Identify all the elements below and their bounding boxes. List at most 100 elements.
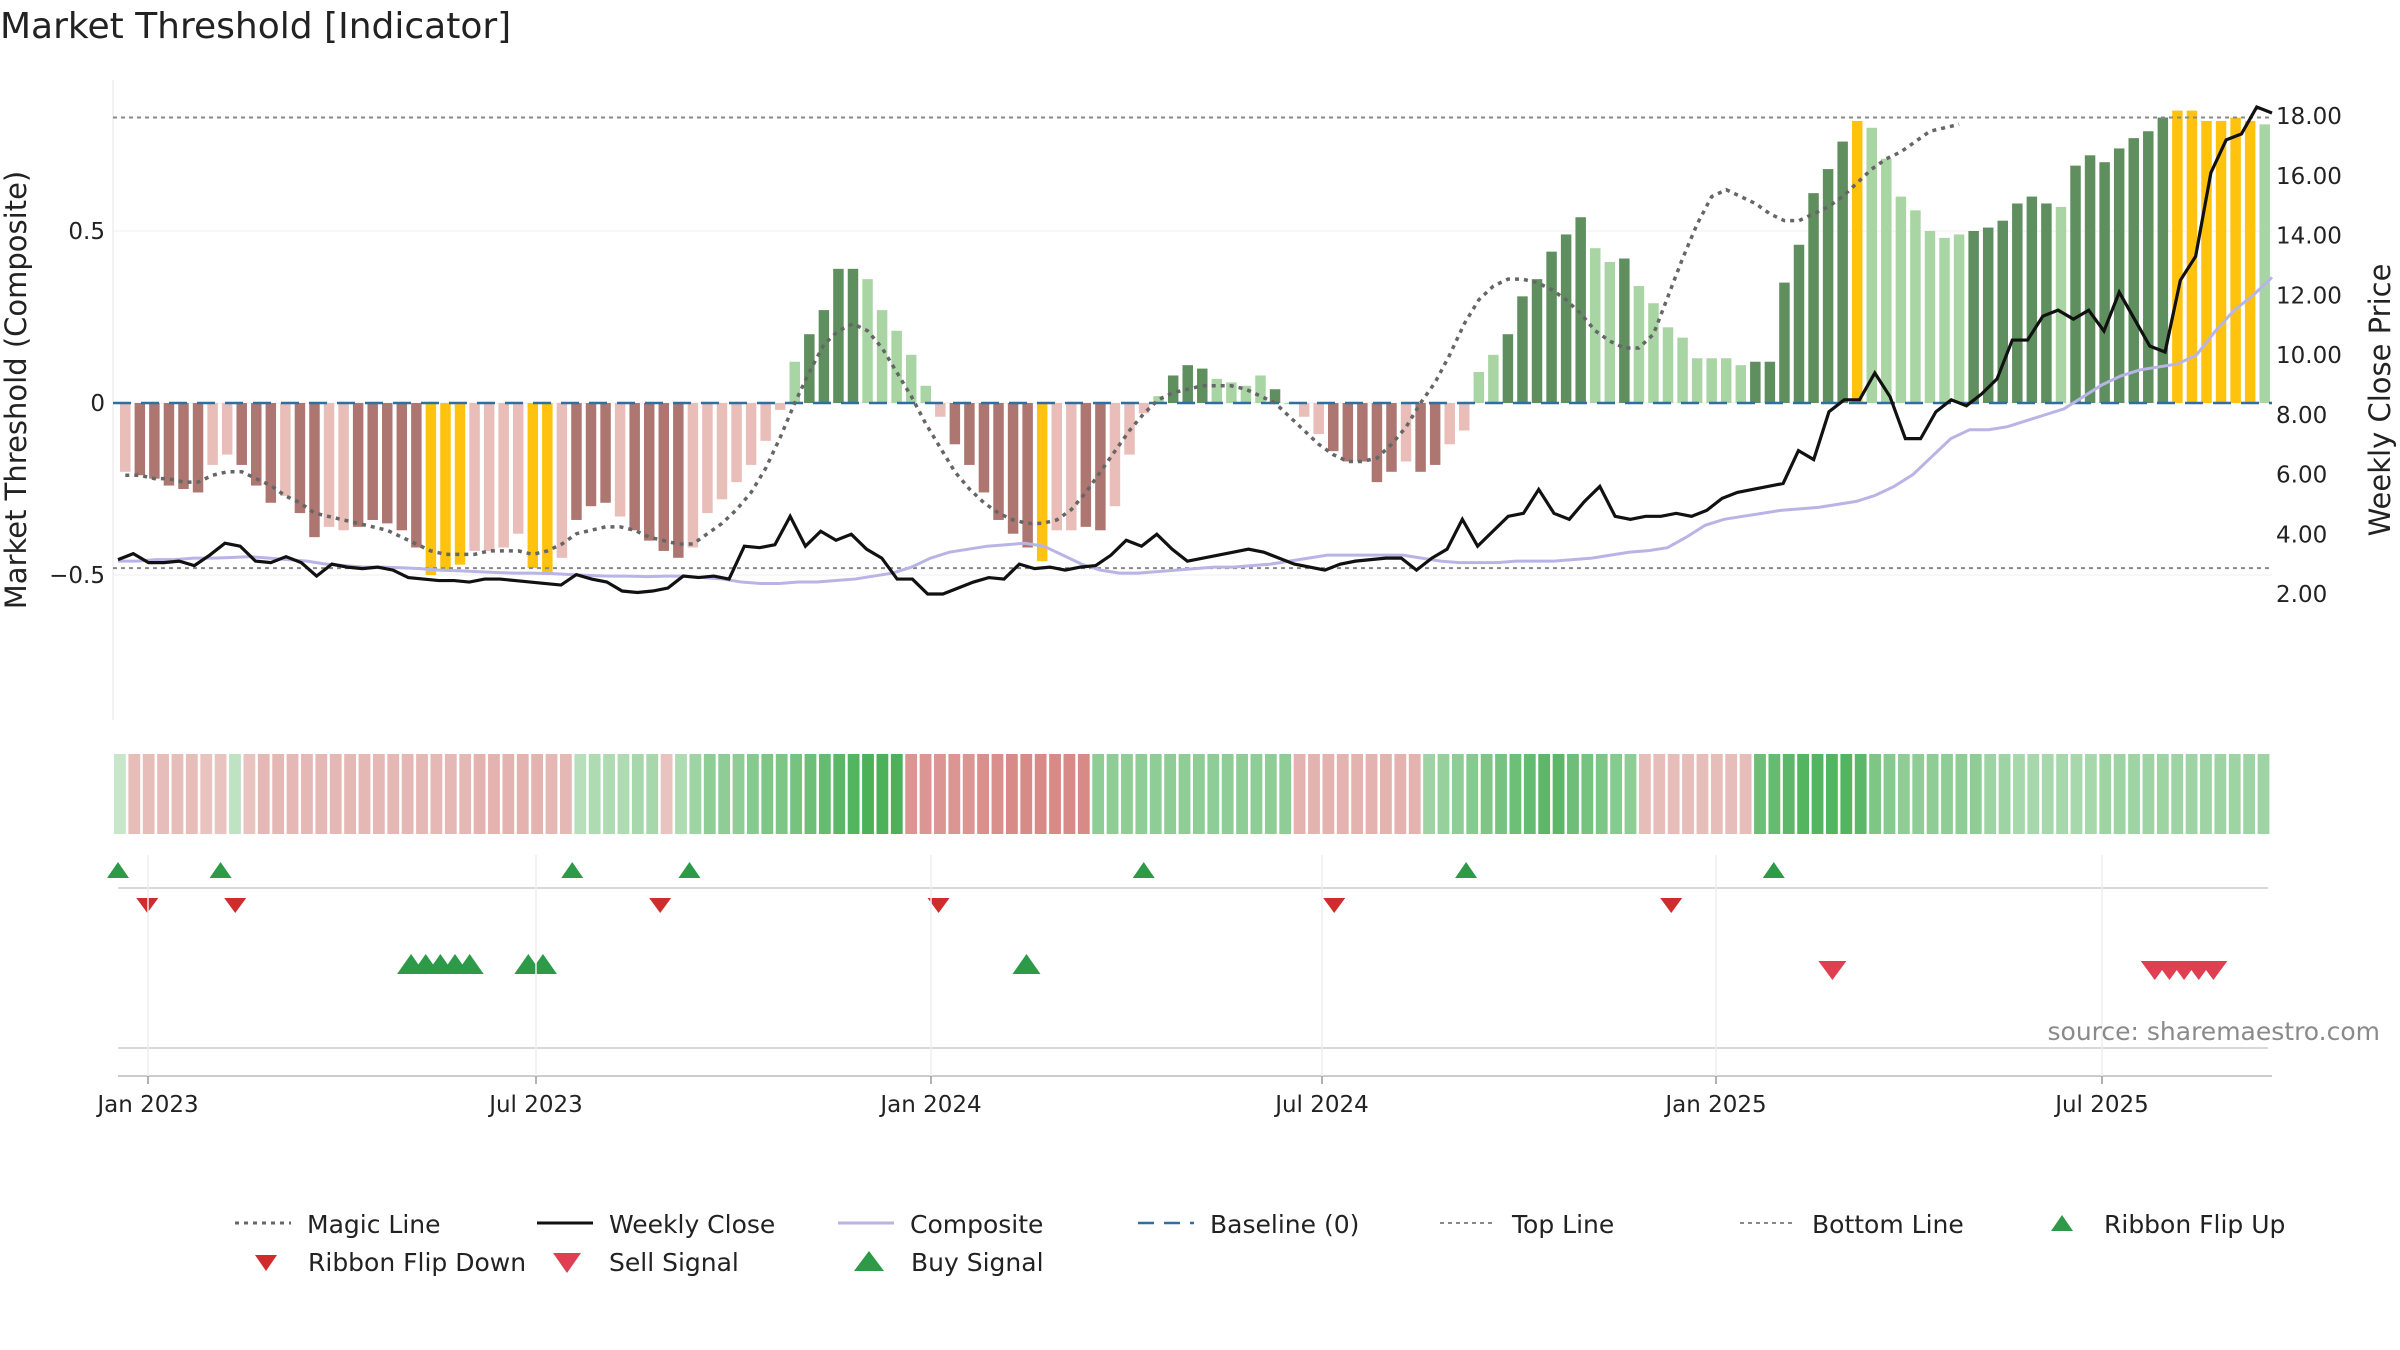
ribbon-flip-up-marker	[561, 862, 584, 878]
composite-bar	[338, 403, 349, 531]
ribbon-cell	[1193, 754, 1205, 834]
composite-bar	[2201, 120, 2212, 404]
ribbon-cell	[1308, 754, 1320, 834]
composite-bar	[2041, 203, 2052, 403]
right-tick-label: 8.00	[2276, 403, 2327, 429]
composite-bar	[658, 403, 670, 551]
ribbon-cell	[718, 754, 731, 834]
ribbon-cell	[1998, 754, 2011, 834]
composite-bar	[294, 403, 306, 514]
composite-bar	[2070, 165, 2081, 403]
ribbon-cell	[559, 754, 572, 834]
composite-bar	[1080, 403, 1092, 527]
composite-bar	[949, 403, 961, 445]
legend-label: Baseline (0)	[1210, 1210, 1359, 1239]
composite-bar	[236, 403, 247, 465]
composite-bar	[978, 403, 990, 493]
ribbon-cell	[372, 754, 385, 834]
legend-item: Composite	[838, 1210, 1043, 1239]
composite-bar	[2084, 155, 2096, 403]
ribbon-cell	[948, 754, 961, 834]
ribbon-cell	[1049, 754, 1061, 834]
composite-bar	[891, 330, 902, 403]
ribbon-cell	[1451, 754, 1464, 834]
ribbon-cell	[1509, 754, 1522, 834]
composite-bar	[1153, 396, 1164, 403]
ribbon-cell	[214, 754, 227, 834]
ribbon-cell	[1322, 754, 1335, 834]
composite-bar	[323, 403, 335, 527]
composite-bar	[1226, 382, 1237, 403]
ribbon-cell	[2257, 754, 2270, 834]
composite-bar	[1953, 234, 1965, 403]
composite-bar	[1459, 403, 1470, 431]
composite-bar	[1007, 403, 1019, 534]
composite-bar	[1662, 327, 1674, 403]
composite-bar	[2012, 203, 2023, 403]
ribbon-cell	[2070, 754, 2083, 834]
ribbon-cell	[459, 754, 472, 834]
composite-bar	[2143, 131, 2154, 404]
ribbon-cell	[1351, 754, 1364, 834]
x-tick-label: Jan 2025	[1663, 1092, 1766, 1118]
composite-bar	[760, 403, 771, 441]
ribbon-cell	[1854, 754, 1867, 834]
ribbon-cell	[1135, 754, 1148, 834]
ribbon-cell	[1293, 754, 1306, 834]
composite-bar	[1167, 375, 1179, 403]
composite-bar	[1211, 378, 1223, 403]
composite-bar	[1750, 361, 1761, 403]
composite-bar	[1429, 403, 1441, 465]
x-tick-label: Jul 2023	[487, 1092, 583, 1118]
legend-label: Buy Signal	[911, 1248, 1044, 1277]
composite-bar	[702, 403, 713, 514]
ribbon-cell	[229, 754, 241, 834]
left-tick-label: 0.5	[68, 219, 105, 245]
ribbon-cell	[1005, 754, 1018, 834]
ribbon-cell	[1883, 754, 1896, 834]
y-axis-left-label: Market Threshold (Composite)	[0, 171, 33, 609]
composite-bar	[1240, 385, 1252, 403]
composite-bar	[1706, 358, 1717, 403]
composite-bar	[1881, 158, 1892, 403]
legend-label: Top Line	[1511, 1210, 1614, 1239]
composite-bar	[1502, 334, 1514, 403]
legend-swatch	[553, 1253, 581, 1273]
composite-bar	[1051, 403, 1062, 531]
composite-bar	[149, 403, 160, 479]
legend-item: Baseline (0)	[1138, 1210, 1359, 1239]
composite-bar	[2172, 110, 2183, 403]
ribbon-cell	[617, 754, 630, 834]
ribbon-cell	[876, 754, 889, 834]
ribbon-cell	[1826, 754, 1838, 834]
ribbon-flip-down-marker	[649, 898, 672, 913]
ribbon-cell	[1912, 754, 1925, 834]
legend-item: Magic Line	[235, 1210, 441, 1239]
legend-label: Composite	[910, 1210, 1043, 1239]
ribbon-cell	[1092, 754, 1105, 834]
left-tick-label: −0.5	[49, 563, 105, 589]
composite-bar	[2215, 120, 2227, 404]
composite-bar	[1109, 403, 1121, 507]
legend-label: Magic Line	[307, 1210, 441, 1239]
composite-bar	[876, 310, 888, 403]
ribbon-cell	[2228, 754, 2241, 834]
composite-bar	[352, 403, 364, 527]
composite-bar	[309, 403, 320, 538]
composite-bar	[2055, 206, 2067, 403]
composite-bar	[440, 403, 451, 572]
ribbon-cell	[1063, 754, 1076, 834]
ribbon-cell	[1034, 754, 1047, 834]
ribbon-cell	[1610, 754, 1623, 834]
ribbon-cell	[1423, 754, 1435, 834]
ribbon-cell	[358, 754, 371, 834]
ribbon-cell	[502, 754, 515, 834]
composite-bar	[643, 403, 655, 541]
ribbon-cell	[2027, 754, 2040, 834]
ribbon-cell	[1164, 754, 1177, 834]
ribbon-cell	[1739, 754, 1752, 834]
buy-signal-marker	[455, 954, 484, 974]
legend-item: Ribbon Flip Down	[255, 1248, 526, 1277]
ribbon-cell	[286, 754, 299, 834]
composite-bar	[1968, 231, 1979, 403]
